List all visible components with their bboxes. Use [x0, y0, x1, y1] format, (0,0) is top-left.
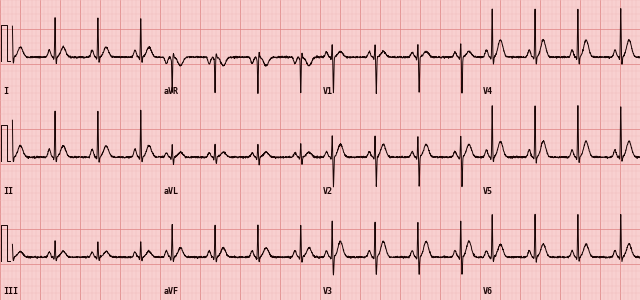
Text: V4: V4	[483, 87, 493, 96]
Text: II: II	[3, 187, 13, 196]
Text: V3: V3	[323, 287, 333, 296]
Text: aVR: aVR	[163, 87, 178, 96]
Text: aVL: aVL	[163, 187, 178, 196]
Text: V6: V6	[483, 287, 493, 296]
Text: III: III	[3, 287, 18, 296]
Text: V1: V1	[323, 87, 333, 96]
Text: I: I	[3, 87, 8, 96]
Text: aVF: aVF	[163, 287, 178, 296]
Text: V5: V5	[483, 187, 493, 196]
Text: V2: V2	[323, 187, 333, 196]
